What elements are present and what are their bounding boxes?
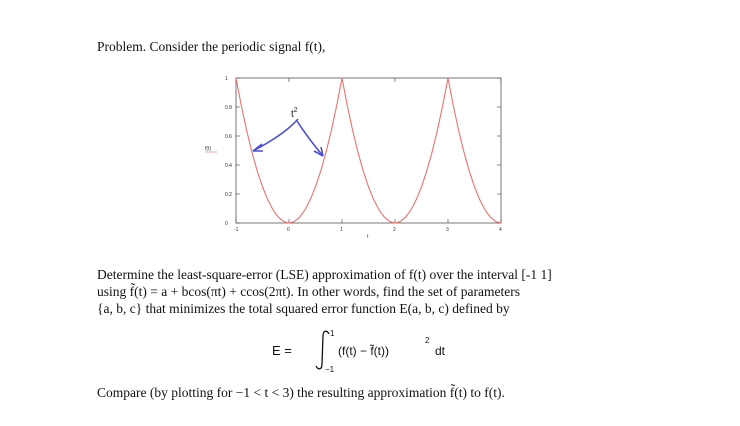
signal-plot: -1 0 1 2 3 4 0 0.2 0.4 0.6 0.8 1 f(t) t t2 — [205, 76, 502, 240]
y-tick-label-0: 0 — [225, 221, 228, 227]
x-tick-labels: -1 0 1 2 3 4 — [234, 227, 502, 233]
integral-sign — [315, 330, 330, 370]
x-tick-label-1: 0 — [287, 227, 290, 233]
x-tick-marks — [235, 78, 502, 223]
y-axis-label: f(t) — [205, 146, 211, 152]
y-tick-label-2: 0.4 — [225, 163, 232, 169]
y-tick-label-1: 0.2 — [225, 192, 232, 198]
closing-line: Compare (by plotting for −1 < t < 3) the… — [97, 385, 505, 400]
body-line-3: {a, b, c} that minimizes the total squar… — [97, 301, 510, 316]
series-line — [235, 77, 502, 224]
arrow-right — [296, 120, 324, 157]
y-tick-label-5: 1 — [225, 76, 228, 82]
equation-lhs: E = — [272, 343, 292, 358]
plot-frame — [235, 77, 502, 224]
series-f — [235, 77, 502, 224]
arrow-left — [252, 118, 299, 152]
y-tick-marks — [236, 77, 501, 224]
problem-intro: Problem. Consider the periodic signal f(… — [97, 39, 326, 54]
arrow-left-head — [252, 143, 263, 152]
integrand-exponent: 2 — [425, 336, 430, 345]
x-tick-label-0: -1 — [234, 227, 239, 233]
y-tick-labels: 0 0.2 0.4 0.6 0.8 1 — [225, 76, 232, 227]
body-line-2: using f̃(t) = a + bcos(πt) + ccos(2πt). … — [97, 284, 520, 299]
body-line-1: Determine the least-square-error (LSE) a… — [97, 267, 552, 282]
upper-limit: 1 — [330, 329, 335, 338]
differential: dt — [435, 344, 446, 358]
annotation-t-squared: t2 — [291, 107, 298, 120]
lower-limit: −1 — [325, 365, 335, 374]
x-tick-label-4: 3 — [446, 227, 449, 233]
x-tick-label-2: 1 — [340, 227, 343, 233]
y-tick-label-3: 0.6 — [225, 134, 232, 140]
x-tick-label-3: 2 — [393, 227, 396, 233]
error-equation: E = 1 −1 (f(t) − f̃(t)) 2 dt — [272, 329, 446, 374]
integrand: (f(t) − f̃(t)) — [338, 343, 389, 358]
arrow-right-head — [313, 146, 324, 157]
x-tick-label-5: 4 — [499, 227, 502, 233]
y-tick-label-4: 0.8 — [225, 105, 232, 111]
x-axis-label: t — [367, 234, 369, 240]
